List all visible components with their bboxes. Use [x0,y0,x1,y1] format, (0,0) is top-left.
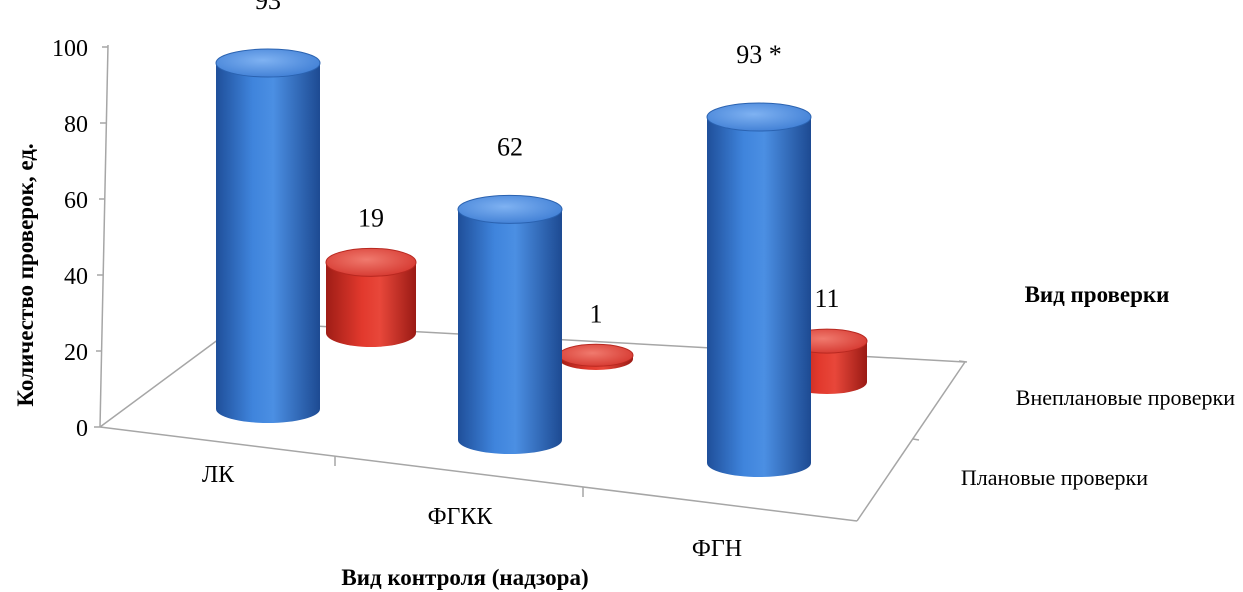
bar-unplanned-fgkk [558,343,634,370]
bar-planned-lk [215,48,321,423]
cylinder-top [325,247,417,277]
y-tick-60: 60 [64,188,88,214]
z-axis-title: Вид проверки [1025,282,1170,307]
cylinder-body [707,117,811,477]
bar-planned-fgkk [457,194,563,454]
data-label-unplanned-lk: 19 [358,203,384,232]
cylinder-top [457,194,563,224]
cylinder-top [215,48,321,78]
series-label-unplanned: Внеплановые проверки [1016,385,1235,410]
y-axis-title: Количество проверок, ед. [13,143,38,406]
z-axis-line [856,361,966,522]
series-label-planned: Плановые проверки [961,465,1148,490]
data-label-unplanned-fgkk: 1 [590,299,603,328]
cylinder-body [216,63,320,423]
y-tick-0: 0 [76,416,88,442]
y-tick-40: 40 [64,264,88,290]
cylinder-top [706,102,812,132]
y-axis-line [99,44,109,428]
cylinder-body [326,262,416,347]
cylinder-top [558,343,634,367]
category-label-fgn: ФГН [692,536,742,562]
category-label-lk: ЛК [202,462,235,488]
y-tick-20: 20 [64,340,88,366]
data-label-planned-fgn: 93 * [736,40,782,69]
x-axis-line [99,426,858,522]
y-tick-80: 80 [64,112,88,138]
y-tick-100: 100 [52,36,88,62]
bar-unplanned-lk [325,247,417,347]
y-tick-labels: 0 20 40 60 80 100 [52,36,88,442]
data-label-unplanned-fgn: 11 [814,284,839,313]
cylinder-body [458,209,562,454]
data-label-planned-fgkk: 62 [497,132,523,161]
bar-planned-fgn [706,102,812,477]
category-label-fgkk: ФГКК [428,504,494,530]
bars [215,48,868,477]
data-label-planned-lk: 93 [255,0,281,15]
x-axis-title: Вид контроля (надзора) [341,565,588,590]
